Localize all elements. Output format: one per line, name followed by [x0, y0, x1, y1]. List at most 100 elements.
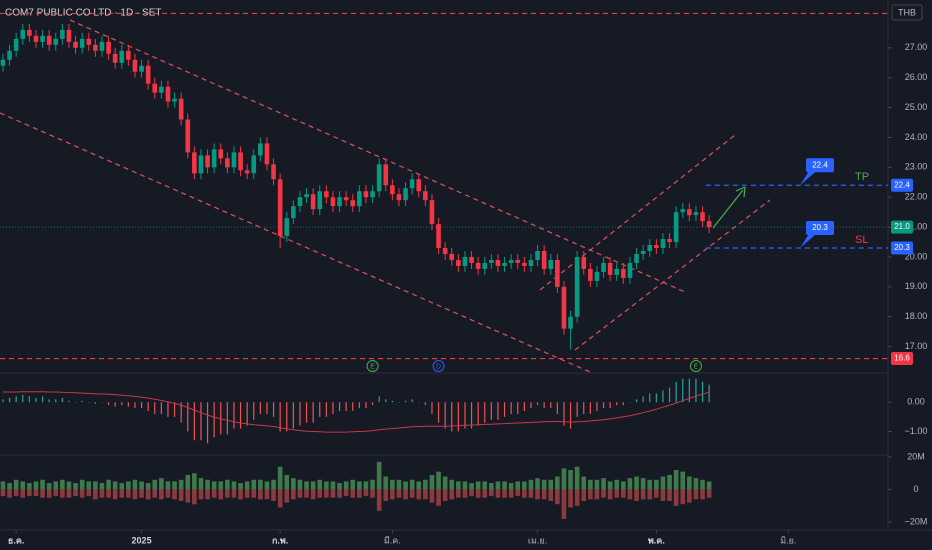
volume-bar — [185, 474, 191, 490]
volume-bar — [449, 479, 455, 490]
volume-bar — [693, 478, 699, 490]
volume-bar — [73, 483, 78, 490]
last-price-badge — [891, 220, 913, 234]
macd-histogram-bar — [253, 402, 255, 420]
volume-bar — [7, 483, 12, 490]
volume-bar — [86, 489, 92, 497]
volume-bar — [601, 478, 606, 490]
volume-bar — [370, 489, 375, 498]
candle-body — [20, 29, 26, 39]
volume-bar — [205, 489, 210, 500]
volume-bar — [535, 478, 540, 490]
volume-bar — [436, 471, 441, 490]
volume-bar — [324, 481, 329, 490]
volume-bar — [132, 489, 138, 500]
macd-histogram-bar — [556, 402, 558, 414]
candle-body — [515, 259, 521, 263]
volume-bar — [324, 489, 329, 498]
candle-body — [178, 98, 184, 120]
candle-body — [304, 194, 309, 198]
candle-body — [680, 209, 686, 213]
volume-bar — [462, 481, 468, 490]
volume-bar — [363, 489, 369, 497]
volume-bar — [462, 489, 468, 498]
volume-bar — [423, 489, 428, 500]
volume-bar — [396, 479, 402, 490]
candle-body — [667, 239, 672, 243]
volume-bar — [475, 489, 481, 498]
event-label: E — [370, 363, 375, 370]
volume-bar — [588, 489, 593, 500]
macd-histogram-bar — [371, 402, 374, 406]
candle-body — [33, 35, 39, 42]
volume-bar — [627, 478, 633, 490]
volume-bar — [46, 489, 52, 498]
x-tick-label: พ.ค. — [648, 535, 665, 545]
volume-bar — [258, 489, 263, 500]
x-tick-label: 2025 — [132, 535, 152, 545]
candle-body — [86, 38, 92, 45]
macd-histogram-bar — [517, 402, 519, 414]
volume-bar — [112, 489, 118, 500]
volume-bar — [225, 489, 230, 498]
candle-body — [165, 86, 171, 102]
volume-bar — [317, 479, 323, 490]
volume-bar — [46, 483, 52, 490]
volume-bar — [152, 479, 158, 490]
candle-body — [119, 50, 125, 63]
volume-bar — [660, 476, 666, 490]
candle-body — [627, 262, 633, 278]
macd-histogram-bar — [193, 402, 195, 441]
macd-histogram-bar — [305, 402, 308, 423]
y-tick-label: 19.00 — [905, 281, 928, 291]
macd-histogram-bar — [187, 402, 189, 432]
macd-histogram-bar — [226, 402, 228, 435]
volume-bar — [528, 489, 534, 498]
level-note: TP — [855, 171, 869, 183]
volume-bar — [469, 489, 474, 497]
volume-bar — [376, 461, 382, 490]
x-tick-label: ธ.ค. — [8, 535, 25, 545]
candle-body — [561, 286, 567, 329]
macd-histogram-bar — [345, 402, 347, 411]
candle-body — [409, 179, 415, 189]
volume-bar — [654, 489, 659, 498]
volume-bar — [502, 481, 507, 490]
event-marker — [432, 360, 445, 372]
candle-body — [159, 86, 164, 93]
volume-bar — [528, 479, 534, 490]
candle-body — [46, 35, 52, 45]
macd-histogram-bar — [682, 378, 684, 403]
macd-histogram-bar — [15, 396, 17, 403]
macd-histogram-bar — [8, 397, 11, 403]
candle-body — [225, 158, 230, 168]
macd-histogram-bar — [563, 402, 565, 426]
volume-bar — [489, 489, 494, 497]
candle-body — [601, 262, 606, 272]
macd-histogram-bar — [167, 402, 169, 417]
macd-histogram-bar — [94, 402, 96, 404]
macd-histogram-bar — [490, 402, 492, 420]
volume-bar — [132, 479, 138, 490]
macd-histogram-bar — [332, 402, 334, 414]
volume-bar — [152, 489, 158, 498]
volume-bar — [304, 489, 309, 498]
candle-body — [284, 218, 290, 237]
macd-line — [3, 391, 710, 433]
volume-bar — [495, 489, 501, 498]
volume-bar — [317, 489, 323, 498]
callout-label: 20.3 — [812, 223, 828, 232]
y-tick-label: 23.00 — [905, 162, 928, 172]
volume-bar — [33, 481, 39, 490]
macd-histogram-bar — [550, 402, 552, 409]
volume-bar — [310, 489, 316, 500]
volume-bar — [548, 479, 554, 490]
volume-bar — [264, 489, 270, 500]
macd-histogram-bar — [233, 402, 235, 429]
macd-histogram-bar — [22, 394, 24, 403]
macd-histogram-bar — [88, 402, 90, 403]
macd-histogram-bar — [55, 399, 57, 403]
candle-body — [621, 268, 626, 278]
candle-body — [475, 262, 481, 269]
macd-histogram-bar — [2, 399, 4, 403]
